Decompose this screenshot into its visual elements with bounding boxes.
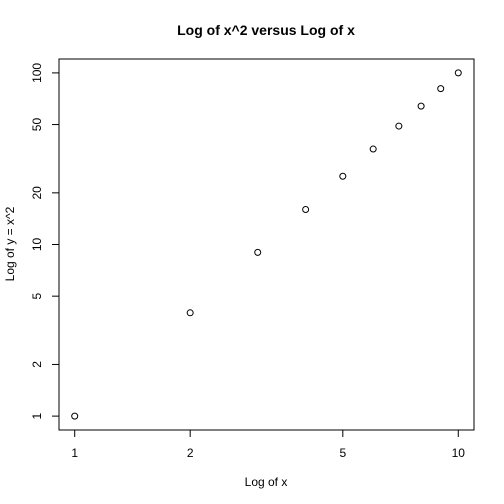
data-point (369, 145, 377, 153)
x-tick-label: 10 (452, 446, 466, 460)
data-point (302, 205, 310, 213)
y-tick-label: 1 (30, 412, 44, 419)
y-tick-label: 10 (30, 238, 44, 252)
data-point (339, 172, 347, 180)
data-point (395, 122, 403, 130)
plot-frame (58, 58, 475, 431)
x-tick-label: 1 (71, 446, 78, 460)
y-tick-label: 2 (30, 361, 44, 368)
y-axis-label: Log of y = x^2 (3, 206, 17, 281)
data-point (186, 309, 194, 317)
data-points (71, 69, 462, 420)
x-axis: 1 2 5 10 (71, 429, 466, 460)
chart-title: Log of x^2 versus Log of x (177, 22, 355, 38)
y-tick-label: 5 (30, 293, 44, 300)
data-point (437, 85, 445, 93)
x-axis-label: Log of x (245, 475, 288, 489)
data-point (417, 102, 425, 110)
x-tick-label: 5 (339, 446, 346, 460)
x-tick-label: 2 (187, 446, 194, 460)
y-tick-label: 20 (30, 186, 44, 200)
data-point (71, 412, 79, 420)
y-tick-label: 50 (30, 118, 44, 132)
data-point (454, 69, 462, 77)
y-axis: 1 2 5 10 20 50 100 (30, 63, 60, 419)
data-point (254, 248, 262, 256)
y-tick-label: 100 (30, 63, 44, 83)
